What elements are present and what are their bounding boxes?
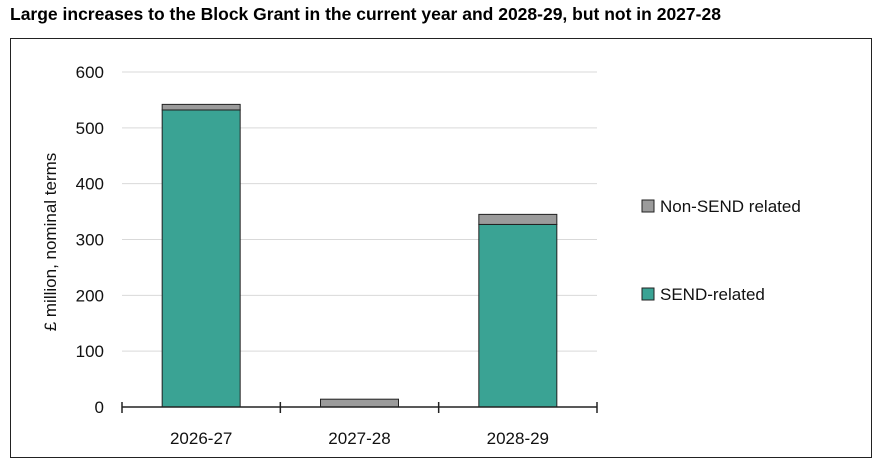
y-tick-label: 300 bbox=[76, 231, 104, 250]
chart-frame bbox=[10, 38, 872, 458]
bar-non-send-related-2026-27 bbox=[161, 103, 241, 111]
bar-send-related-2026-27 bbox=[161, 109, 241, 408]
legend-swatch bbox=[641, 199, 655, 213]
x-tick-label: 2026-27 bbox=[170, 429, 232, 448]
x-tick-labels: 2026-27 2027-28 2028-29 bbox=[170, 429, 549, 448]
chart-title: Large increases to the Block Grant in th… bbox=[10, 4, 721, 24]
legend-label: Non-SEND related bbox=[660, 197, 801, 216]
y-tick-label: 0 bbox=[95, 398, 104, 417]
x-tick-label: 2028-29 bbox=[487, 429, 549, 448]
x-tick-label: 2027-28 bbox=[328, 429, 390, 448]
y-tick-labels: 0 100 200 300 400 500 600 bbox=[76, 63, 104, 417]
bar-non-send-related-2028-29 bbox=[478, 213, 558, 225]
y-axis-label: £ million, nominal terms bbox=[41, 153, 60, 332]
legend: Non-SEND related SEND-related bbox=[641, 197, 801, 304]
y-tick-label: 500 bbox=[76, 119, 104, 138]
bars bbox=[161, 103, 558, 408]
y-tick-label: 200 bbox=[76, 286, 104, 305]
legend-label: SEND-related bbox=[660, 285, 765, 304]
bar-non-send-related-2027-28 bbox=[320, 398, 399, 408]
y-tick-label: 100 bbox=[76, 342, 104, 361]
axes bbox=[121, 402, 598, 413]
y-tick-label: 400 bbox=[76, 175, 104, 194]
legend-swatch bbox=[641, 287, 655, 301]
bar-send-related-2028-29 bbox=[478, 223, 558, 408]
y-tick-label: 600 bbox=[76, 63, 104, 82]
